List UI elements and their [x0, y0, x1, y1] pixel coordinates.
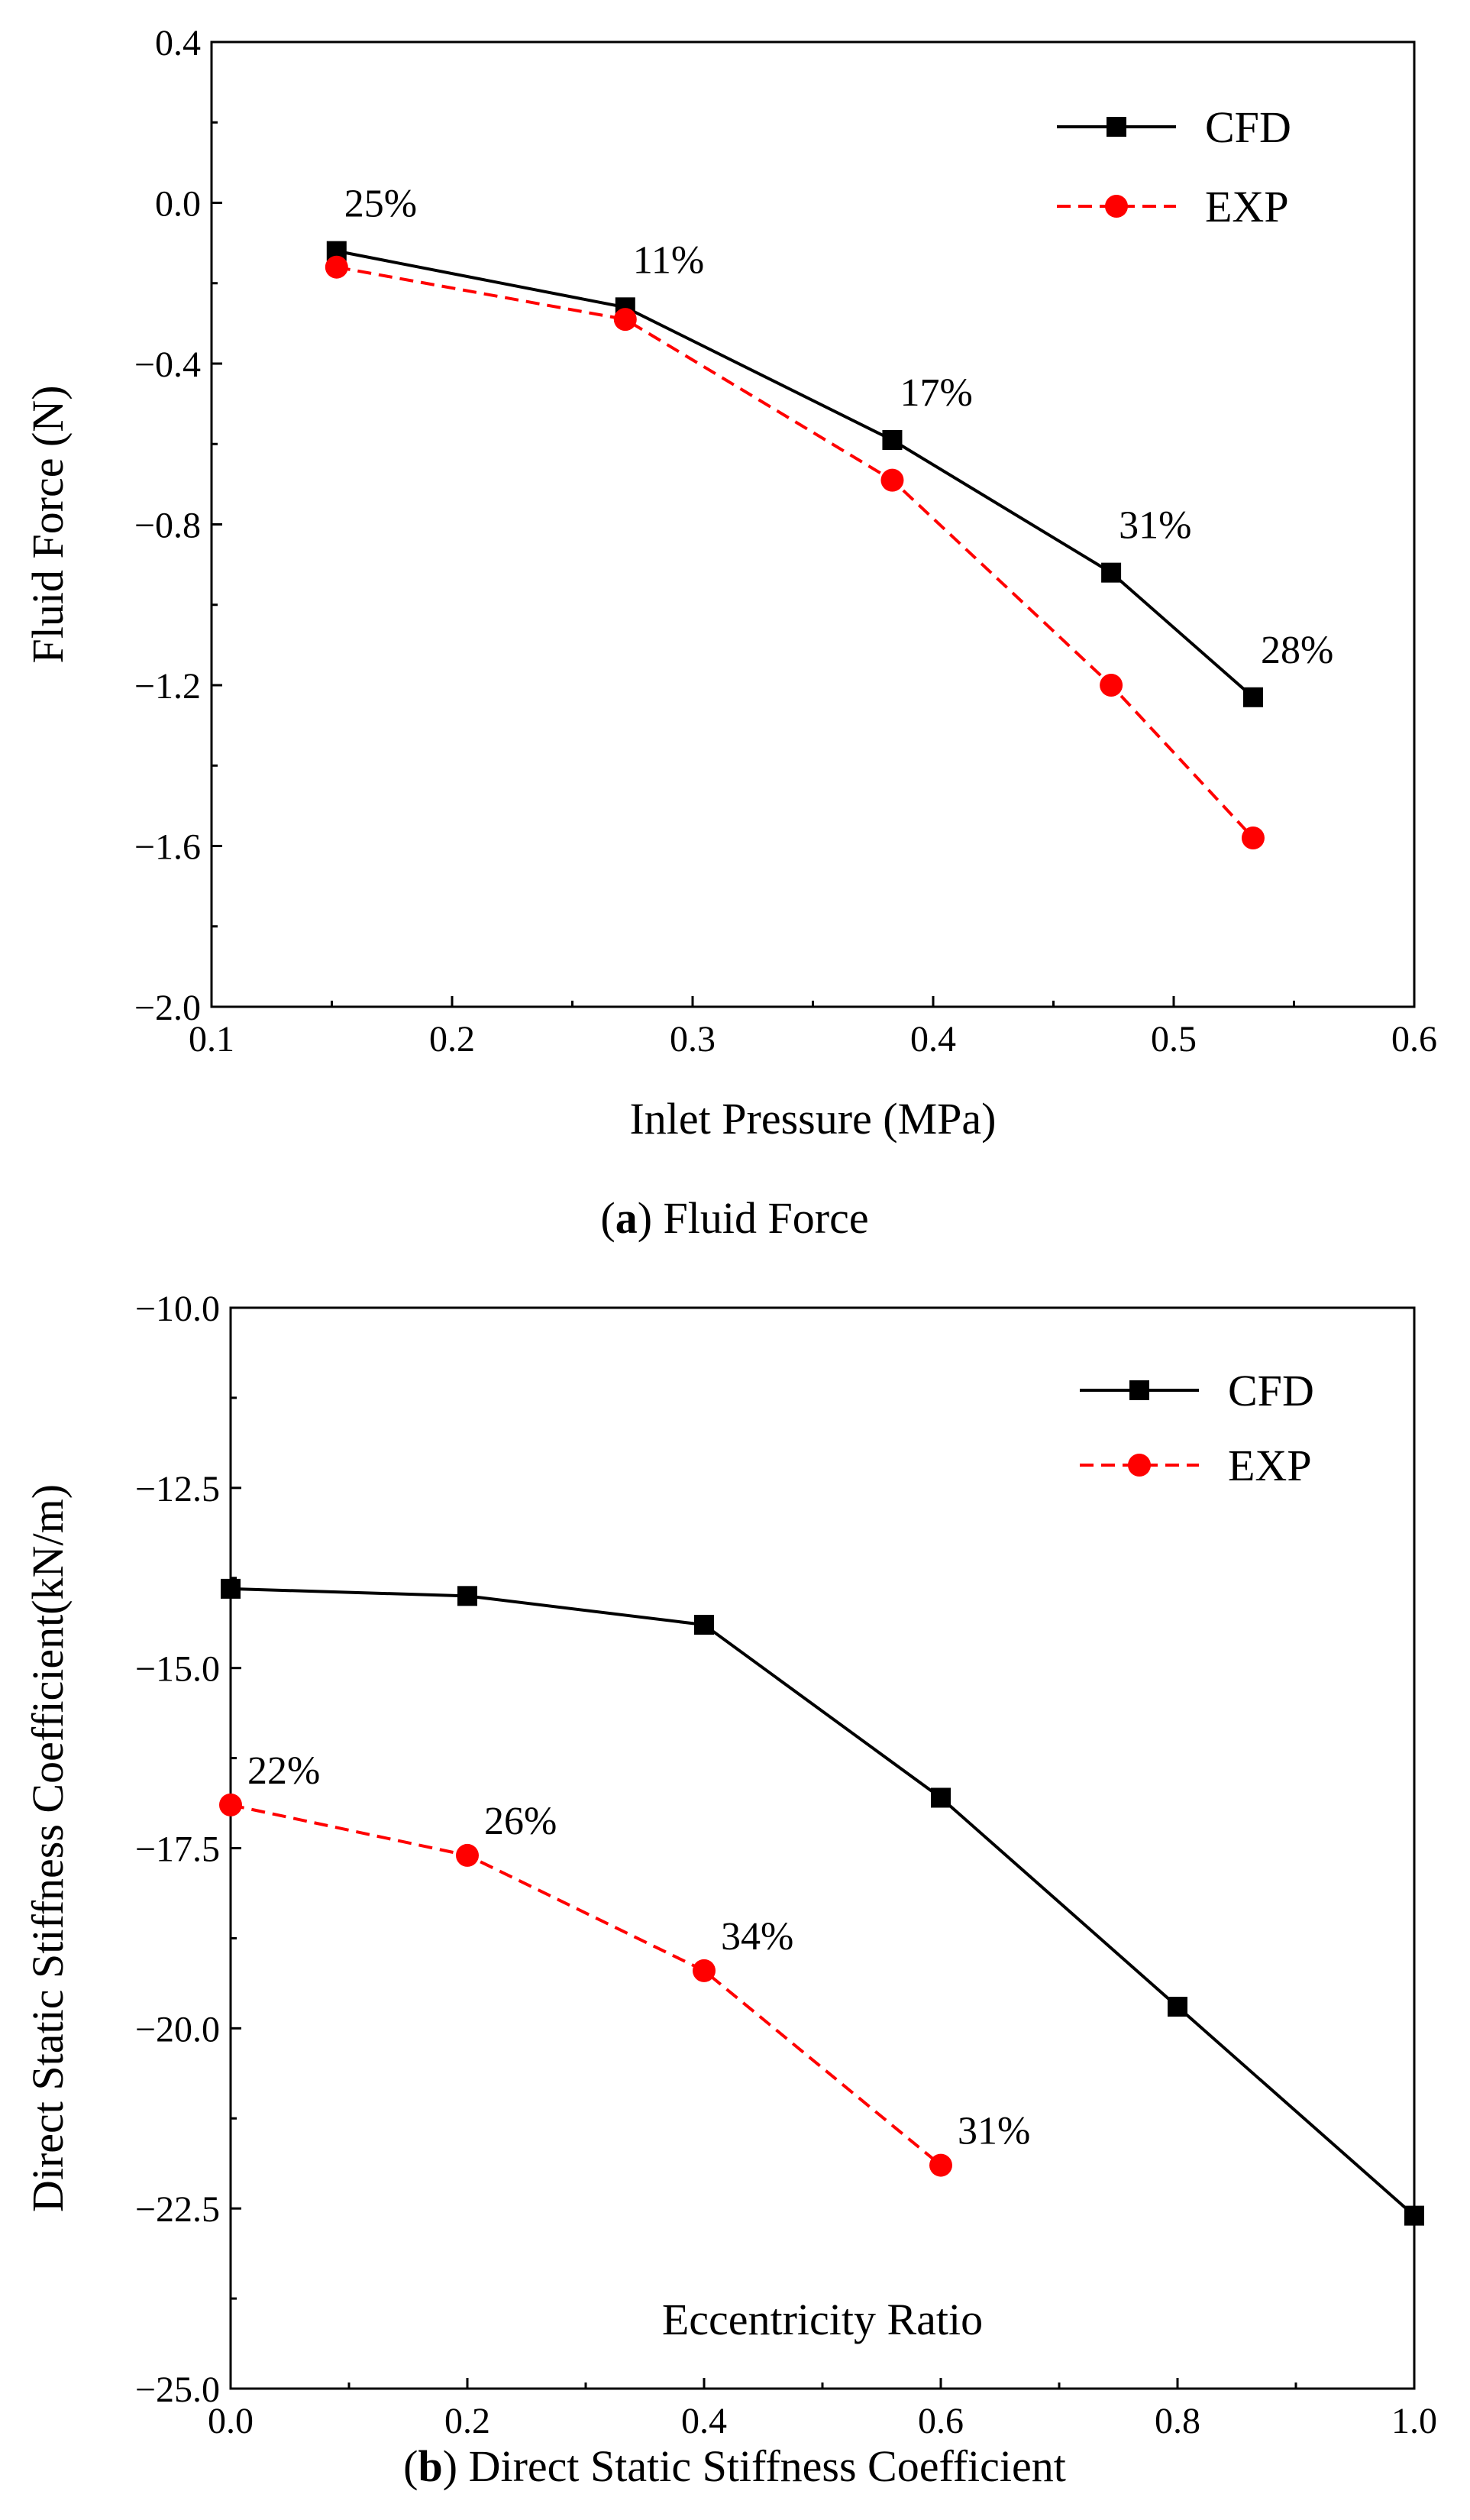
series-exp-line	[336, 265, 1255, 839]
series-exp-point	[456, 1843, 479, 1867]
x-axis-title: Eccentricity Ratio	[662, 2295, 983, 2344]
x-tick-label: 0.4	[681, 2401, 727, 2441]
y-tick-label: −10.0	[135, 1289, 220, 1329]
legend-exp-label: EXP	[1205, 182, 1289, 231]
percent-annotation: 11%	[633, 238, 704, 282]
series-exp-point	[613, 308, 637, 332]
y-tick-label: −0.8	[134, 506, 201, 546]
caption-text: Direct Static Stiffness Coefficient	[469, 2441, 1066, 2491]
legend-cfd-marker	[1129, 1380, 1149, 1400]
x-tick-label: 0.2	[444, 2401, 490, 2441]
series-exp-point	[929, 2153, 952, 2177]
y-tick-label: −22.5	[135, 2189, 220, 2230]
series-cfd-point	[221, 1578, 241, 1599]
x-tick-label: 0.3	[670, 1019, 716, 1059]
percent-annotation: 26%	[484, 1800, 557, 1843]
panel-a-caption: (a) Fluid Force	[600, 1193, 868, 1243]
x-tick-label: 0.5	[1151, 1019, 1197, 1059]
legend-exp-label: EXP	[1228, 1441, 1312, 1490]
legend-cfd-label: CFD	[1205, 102, 1291, 152]
series-exp-point	[880, 468, 904, 492]
series-cfd-point	[1242, 687, 1263, 707]
x-tick-label: 0.6	[1391, 1019, 1437, 1059]
x-tick-label: 0.4	[910, 1019, 956, 1059]
y-tick-label: −17.5	[135, 1829, 220, 1870]
y-tick-label: −15.0	[135, 1649, 220, 1690]
x-axis-title: Inlet Pressure (MPa)	[629, 1094, 996, 1144]
series-exp-point	[219, 1793, 242, 1816]
series-cfd-line	[230, 1587, 1416, 2218]
caption-text: Fluid Force	[664, 1193, 869, 1243]
series-cfd-point	[1168, 1997, 1187, 2017]
y-tick-label: −1.6	[134, 827, 201, 868]
percent-annotation: 17%	[900, 371, 972, 415]
legend-cfd-label: CFD	[1228, 1366, 1314, 1415]
y-tick-label: −12.5	[135, 1469, 220, 1509]
series-cfd-point	[457, 1586, 477, 1606]
x-tick-label: 0.8	[1155, 2401, 1200, 2441]
series-exp-line	[230, 1803, 942, 2167]
y-axis-title: Direct Static Stiffness Coefficient(kN/m…	[23, 1484, 73, 2212]
y-tick-label: −20.0	[135, 2009, 220, 2049]
panel-a-chart: 0.1 0.2 0.3 0.4 0.5 0.6 0.4 0.0 −0.4 −0.8 −1.2 −1.6…	[23, 23, 1437, 1243]
y-tick-label: −2.0	[134, 988, 201, 1028]
percent-annotation: 28%	[1261, 629, 1333, 672]
series-cfd-line	[336, 249, 1255, 699]
series-cfd-point	[1404, 2205, 1424, 2226]
y-tick-label: 0.0	[155, 184, 201, 225]
y-tick-label: 0.4	[155, 23, 201, 63]
series-cfd-point	[694, 1615, 714, 1635]
series-cfd-point	[931, 1787, 951, 1808]
x-tick-label: 0.1	[189, 1019, 234, 1059]
x-tick-label: 1.0	[1391, 2401, 1437, 2441]
percent-annotation: 31%	[1119, 504, 1191, 548]
percent-annotation: 25%	[344, 183, 417, 226]
percent-annotation: 31%	[958, 2110, 1030, 2153]
percent-annotation: 34%	[721, 1915, 793, 1959]
series-exp-point	[693, 1959, 716, 1982]
y-tick-label: −25.0	[135, 2370, 220, 2410]
series-cfd-point	[882, 429, 903, 450]
x-tick-label: 0.6	[918, 2401, 964, 2441]
percent-annotation: 22%	[247, 1749, 320, 1793]
legend-exp-marker	[1105, 195, 1128, 218]
panel-b-caption: (b) Direct Static Stiffness Coefficient	[403, 2441, 1066, 2491]
y-axis-title: Fluid Force (N)	[23, 385, 73, 663]
x-tick-label: 0.2	[429, 1019, 475, 1059]
series-cfd-point	[1101, 562, 1122, 583]
caption-panel-letter: b	[418, 2441, 442, 2491]
legend-cfd-marker	[1107, 117, 1126, 137]
series-exp-point	[1241, 826, 1265, 849]
series-exp-point	[1100, 674, 1123, 697]
x-tick-label: 0.0	[208, 2401, 254, 2441]
series-exp-point	[325, 255, 348, 279]
y-tick-label: −0.4	[134, 345, 201, 385]
caption-panel-letter: a	[615, 1193, 638, 1243]
panel-b-chart: 0.0 0.2 0.4 0.6 0.8 1.0 −10.0 −12.5 −15.0 −17.5 −2…	[23, 1289, 1437, 2491]
y-tick-label: −1.2	[134, 666, 201, 707]
legend-exp-marker	[1128, 1454, 1151, 1477]
